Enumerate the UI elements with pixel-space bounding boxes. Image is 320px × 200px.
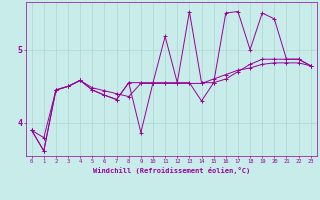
X-axis label: Windchill (Refroidissement éolien,°C): Windchill (Refroidissement éolien,°C)	[92, 167, 250, 174]
